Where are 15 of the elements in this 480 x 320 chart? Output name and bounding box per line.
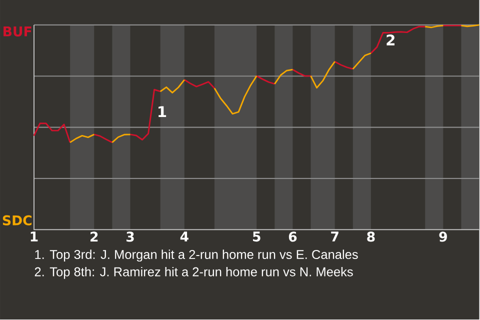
text: BUF	[4, 26, 32, 37]
x-tick-label: 8	[367, 232, 375, 242]
text: SDC	[2, 216, 32, 226]
x-tick-label: 7	[331, 232, 338, 242]
x-tick-label: 3	[126, 232, 134, 242]
annotation: 1	[158, 106, 166, 118]
annotation: 2	[386, 34, 394, 46]
text: 1. Top 3rd: J. Morgan hit a 2-run home run vs E. Canales	[35, 250, 358, 262]
x-tick-label: 4	[180, 232, 188, 242]
x-tick-label: 2	[90, 232, 98, 242]
x-tick-label: 1	[30, 232, 38, 242]
x-tick-label: 9	[439, 232, 447, 242]
text: 2. Top 8th: J. Ramirez hit a 2-run home run vs N. Meeks	[34, 267, 353, 280]
x-tick-label: 6	[288, 232, 297, 242]
x-tick-label: 5	[253, 232, 260, 242]
